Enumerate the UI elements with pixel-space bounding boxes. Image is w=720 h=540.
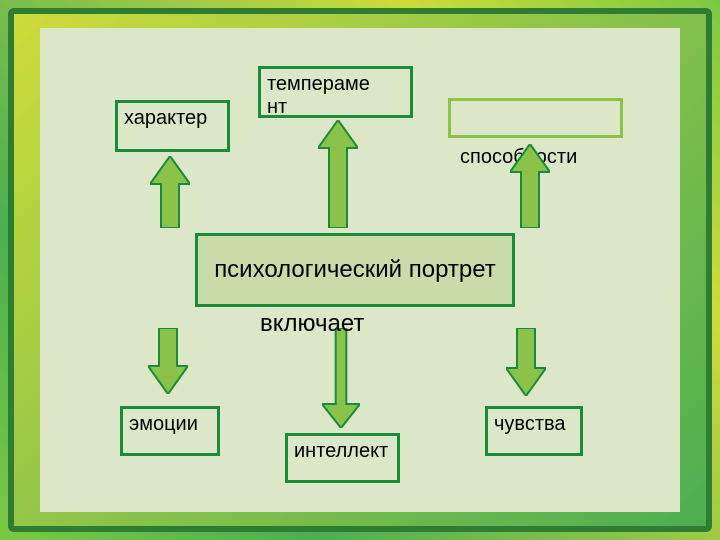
node-abilities_box	[448, 98, 623, 138]
node-emotions: эмоции	[120, 406, 220, 456]
diagram-panel: психологический портрет включает характе…	[40, 28, 680, 512]
decorative-frame: психологический портрет включает характе…	[0, 0, 720, 540]
center-subtitle: включает	[260, 310, 364, 338]
arrow-to-temperament	[318, 120, 358, 228]
node-temperament: темпераме нт	[258, 66, 413, 118]
center-node: психологический портрет	[195, 233, 515, 307]
node-character: характер	[115, 100, 230, 152]
arrow-to-feelings	[506, 328, 546, 396]
arrow-to-intellect	[322, 328, 360, 428]
arrow-to-emotions	[148, 328, 188, 394]
arrow-to-abilities	[510, 144, 550, 228]
arrow-to-character	[150, 156, 190, 228]
node-intellect: интеллект	[285, 433, 400, 483]
center-node-text: психологический портрет	[214, 256, 496, 284]
node-feelings: чувства	[485, 406, 583, 456]
